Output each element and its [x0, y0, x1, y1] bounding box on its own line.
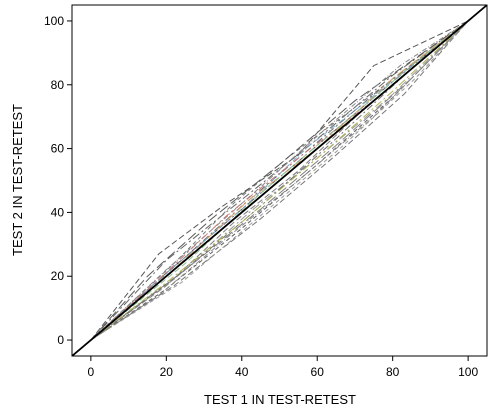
x-tick-label: 80: [386, 365, 400, 379]
series-line-13: [90, 20, 469, 341]
series-line-6: [90, 20, 469, 341]
y-tick-label: 0: [57, 333, 64, 347]
x-axis: 0 20 40 60 80 100: [88, 356, 478, 379]
x-tick-label: 100: [458, 365, 478, 379]
series-layer: [90, 20, 469, 341]
y-tick-label: 40: [51, 205, 65, 219]
x-tick-label: 60: [311, 365, 325, 379]
series-line-4: [90, 20, 469, 341]
series-line-10: [90, 20, 469, 341]
y-axis: 0 20 40 60 80 100: [44, 14, 72, 347]
y-tick-label: 60: [51, 142, 65, 156]
series-line-15: [90, 20, 469, 341]
x-tick-label: 20: [160, 365, 174, 379]
series-line-17: [90, 20, 469, 341]
y-tick-label: 80: [51, 78, 65, 92]
series-line-5: [90, 20, 469, 341]
series-line-20: [90, 20, 469, 341]
x-tick-label: 0: [88, 365, 95, 379]
series-line-8: [90, 20, 469, 341]
series-line-2: [90, 20, 469, 341]
identity-reference-line: [72, 5, 487, 356]
y-tick-label: 100: [44, 14, 64, 28]
series-line-12: [90, 20, 469, 341]
series-line-19: [90, 20, 469, 341]
y-axis-title: TEST 2 IN TEST-RETEST: [10, 104, 25, 256]
x-tick-label: 40: [235, 365, 249, 379]
x-axis-title: TEST 1 IN TEST-RETEST: [204, 392, 356, 407]
y-tick-label: 20: [51, 269, 65, 283]
reference-line-layer: [72, 5, 487, 356]
